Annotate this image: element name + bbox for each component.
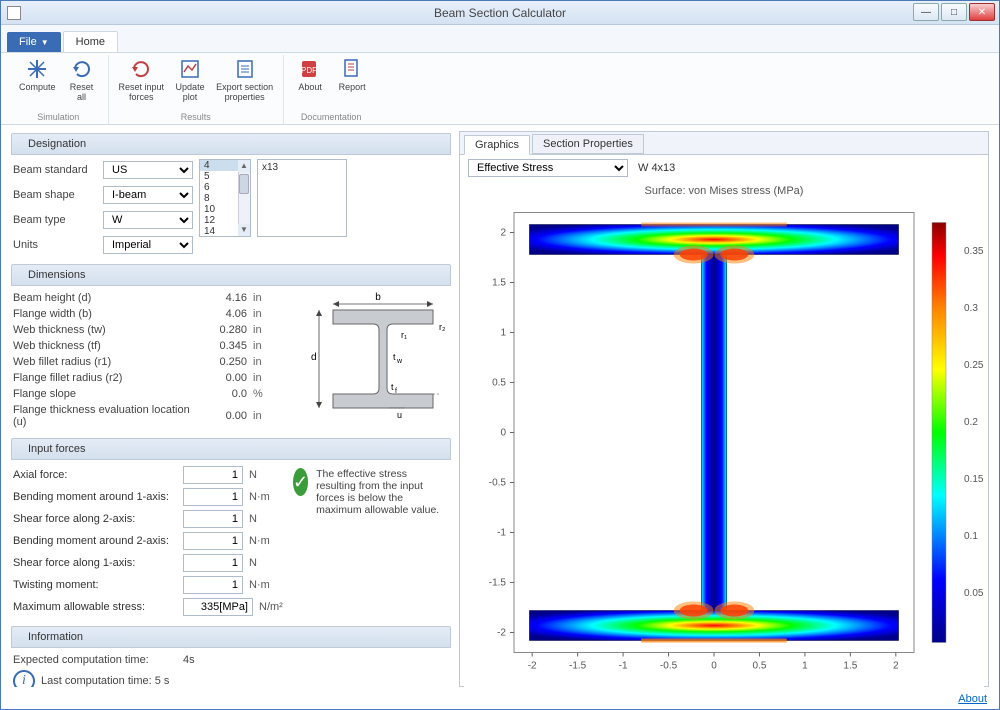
tab-section-properties[interactable]: Section Properties <box>532 134 644 154</box>
force-input-6[interactable] <box>183 598 253 616</box>
export-props-button[interactable]: Export sectionproperties <box>212 55 277 105</box>
svg-text:-1: -1 <box>619 661 628 672</box>
svg-text:0.2: 0.2 <box>964 417 978 428</box>
about-button[interactable]: PDFAbout <box>290 55 330 95</box>
svg-text:0.1: 0.1 <box>964 531 978 542</box>
update-plot-icon <box>178 57 202 81</box>
app-icon <box>7 6 21 20</box>
reset-icon <box>70 57 94 81</box>
svg-text:0.05: 0.05 <box>964 588 984 599</box>
reset-forces-icon <box>129 57 153 81</box>
svg-text:1: 1 <box>802 661 808 672</box>
svg-text:0.3: 0.3 <box>964 303 978 314</box>
svg-text:2: 2 <box>893 661 899 672</box>
information-header: Information <box>11 626 451 648</box>
update-plot-button[interactable]: Updateplot <box>170 55 210 105</box>
svg-text:0: 0 <box>500 428 506 439</box>
check-icon: ✓ <box>293 468 308 496</box>
svg-text:-2: -2 <box>528 661 537 672</box>
info-icon: i <box>13 670 35 687</box>
svg-text:2: 2 <box>500 228 506 239</box>
size-listbox[interactable]: 4568101214 ▲▼ <box>199 159 251 237</box>
titlebar: Beam Section Calculator — □ ✕ <box>1 1 999 25</box>
minimize-button[interactable]: — <box>913 3 939 21</box>
beam-diagram: b d r₁ r₂ tw tf u <box>293 290 451 420</box>
svg-text:1.5: 1.5 <box>492 278 506 289</box>
svg-text:0.25: 0.25 <box>964 360 984 371</box>
designation-units-select[interactable]: Imperial <box>103 236 193 254</box>
force-input-1[interactable] <box>183 488 243 506</box>
svg-text:0: 0 <box>711 661 717 672</box>
svg-text:-2: -2 <box>497 628 506 639</box>
svg-text:-1.5: -1.5 <box>489 578 507 589</box>
svg-text:-0.5: -0.5 <box>660 661 678 672</box>
svg-text:r₁: r₁ <box>401 330 407 340</box>
close-button[interactable]: ✕ <box>969 3 995 21</box>
svg-text:0.15: 0.15 <box>964 474 984 485</box>
plot-title: Surface: von Mises stress (MPa) <box>460 181 988 201</box>
svg-text:-1.5: -1.5 <box>569 661 587 672</box>
home-tab[interactable]: Home <box>63 31 118 52</box>
compute-button[interactable]: Compute <box>15 55 60 95</box>
svg-text:b: b <box>375 292 381 303</box>
export-icon <box>233 57 257 81</box>
file-menu[interactable]: File▼ <box>7 32 61 52</box>
force-input-2[interactable] <box>183 510 243 528</box>
reset-forces-button[interactable]: Reset inputforces <box>115 55 169 105</box>
force-input-3[interactable] <box>183 532 243 550</box>
svg-text:1.5: 1.5 <box>843 661 857 672</box>
report-button[interactable]: Report <box>332 55 372 95</box>
status-text: The effective stress resulting from the … <box>316 468 449 516</box>
maximize-button[interactable]: □ <box>941 3 967 21</box>
svg-text:t: t <box>393 352 396 362</box>
svg-text:PDF: PDF <box>301 66 317 75</box>
designation-header: Designation <box>11 133 451 155</box>
force-input-5[interactable] <box>183 576 243 594</box>
dimensions-header: Dimensions <box>11 264 451 286</box>
svg-text:1: 1 <box>500 328 506 339</box>
about-link[interactable]: About <box>958 693 987 705</box>
force-input-4[interactable] <box>183 554 243 572</box>
svg-text:f: f <box>395 388 397 395</box>
plot-type-select[interactable]: Effective Stress <box>468 159 628 177</box>
plot-label: W 4x13 <box>638 162 675 174</box>
force-input-0[interactable] <box>183 466 243 484</box>
forces-header: Input forces <box>11 438 451 460</box>
window-title: Beam Section Calculator <box>434 6 566 20</box>
svg-text:0.35: 0.35 <box>964 246 984 257</box>
tab-graphics[interactable]: Graphics <box>464 135 530 155</box>
designation-beam-shape-select[interactable]: I-beam <box>103 186 193 204</box>
designation-beam-standard-select[interactable]: US <box>103 161 193 179</box>
svg-text:0.5: 0.5 <box>753 661 767 672</box>
last-computation-text: Last computation time: 5 s <box>41 675 169 687</box>
plot-area: -2 -1.5 -1 -0.5 0 0.5 1 1.5 2 -2 -1.5 -1 -0.5 0 0.5 1 1.… <box>464 201 984 691</box>
svg-text:r₂: r₂ <box>439 322 446 332</box>
designation-beam-type-select[interactable]: W <box>103 211 193 229</box>
svg-text:t: t <box>391 382 394 392</box>
svg-text:d: d <box>311 352 317 363</box>
report-icon <box>340 57 364 81</box>
svg-text:-0.5: -0.5 <box>489 478 507 489</box>
svg-text:u: u <box>397 410 402 420</box>
svg-text:w: w <box>396 358 403 365</box>
reset-all-button[interactable]: Resetall <box>62 55 102 105</box>
designation-info: x13 <box>257 159 347 237</box>
about-icon: PDF <box>298 57 322 81</box>
compute-icon <box>25 57 49 81</box>
svg-text:0.5: 0.5 <box>492 378 506 389</box>
svg-text:-1: -1 <box>497 528 506 539</box>
